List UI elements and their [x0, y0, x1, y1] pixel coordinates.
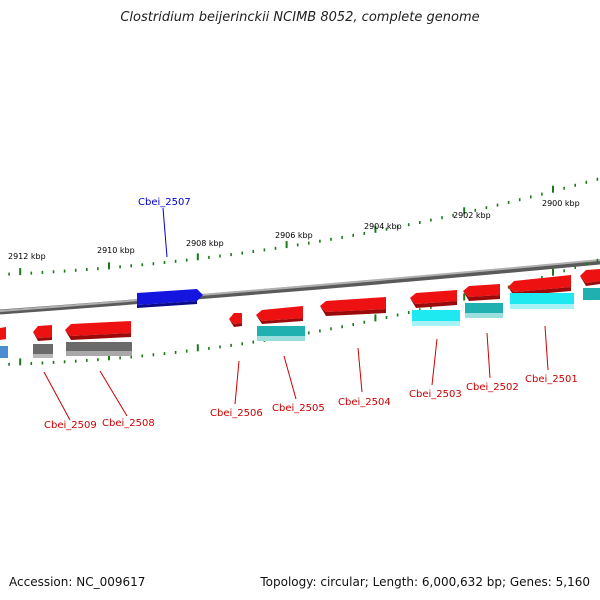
- gene-leader-cbei-2503: [431, 338, 438, 386]
- genome-backbone-shadow: [0, 259, 600, 315]
- gene-leader-cbei-2509: [43, 371, 71, 421]
- genome-title: Clostridium beijerinckii NCIMB 8052, com…: [120, 10, 480, 25]
- gene-cbei-2501[interactable]: Cbei_2501: [508, 275, 578, 385]
- gene-leader-cbei-2504: [357, 347, 363, 393]
- scale-label-2900: 2900 kbp: [542, 199, 580, 208]
- topology-text: Topology: circular; Length: 6,000,632 bp…: [260, 575, 590, 589]
- gene-leader-cbei-2502: [486, 332, 491, 379]
- cds-cbei-2502: [465, 303, 503, 314]
- gene-cbei-2505[interactable]: Cbei_2505: [256, 306, 325, 414]
- gene-leader-cbei-2506: [234, 360, 240, 405]
- gene-leader-cbei-2508: [99, 370, 128, 417]
- genome-backbone: [0, 259, 600, 312]
- gene-label-cbei-2507: Cbei_2507: [138, 197, 191, 208]
- gene-cbei-2502[interactable]: Cbei_2502: [463, 284, 519, 393]
- gene-cbei-2503[interactable]: Cbei_2503: [409, 290, 462, 400]
- gene-leader-cbei-2501: [544, 325, 549, 371]
- gene-label-cbei-2506: Cbei_2506: [210, 408, 263, 419]
- gene-partial-right[interactable]: [580, 269, 600, 300]
- gene-cbei-2504[interactable]: Cbei_2504: [320, 297, 391, 408]
- cds-cbei-2508: [66, 342, 132, 353]
- gene-cbei-2506[interactable]: Cbei_2506: [210, 313, 263, 419]
- gene-cbei-2509[interactable]: Cbei_2509: [0, 325, 97, 431]
- gene-label-cbei-2502: Cbei_2502: [466, 382, 519, 393]
- scale-label-2906: 2906 kbp: [275, 231, 313, 240]
- gene-label-cbei-2505: Cbei_2505: [272, 403, 325, 414]
- cds-cbei-2505: [257, 326, 305, 337]
- cds-partial-left: [0, 346, 8, 358]
- gene-label-cbei-2504: Cbei_2504: [338, 397, 391, 408]
- gene-label-cbei-2501: Cbei_2501: [525, 374, 578, 385]
- scale-label-2908: 2908 kbp: [186, 239, 224, 248]
- scale-label-2902: 2902 kbp: [453, 211, 491, 220]
- gene-label-cbei-2508: Cbei_2508: [102, 418, 155, 429]
- scale-ticks-outer: [8, 177, 599, 276]
- gene-label-cbei-2509: Cbei_2509: [44, 420, 97, 431]
- cds-cbei-2501: [510, 293, 574, 305]
- gene-leader-cbei-2505: [283, 355, 297, 400]
- gene-leader-cbei-2507: [162, 207, 168, 258]
- scale-label-2912: 2912 kbp: [8, 252, 46, 261]
- cds-cbei-2509: [33, 344, 53, 356]
- accession-text: Accession: NC_009617: [9, 575, 146, 589]
- scale-label-2910: 2910 kbp: [97, 246, 135, 255]
- cds-cbei-2503: [412, 310, 460, 322]
- gene-cbei-2507[interactable]: Cbei_2507: [137, 197, 203, 308]
- scale-label-2904: 2904 kbp: [364, 222, 402, 231]
- gene-cbei-2508[interactable]: Cbei_2508: [65, 321, 155, 429]
- gene-label-cbei-2503: Cbei_2503: [409, 389, 462, 400]
